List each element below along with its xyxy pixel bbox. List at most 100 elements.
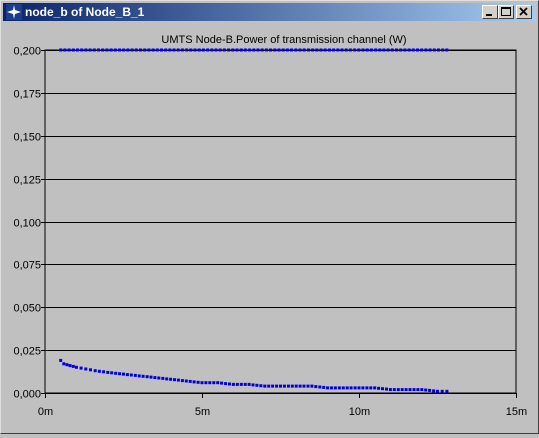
data-point — [282, 384, 286, 388]
data-point — [348, 48, 352, 52]
data-point — [62, 362, 66, 366]
data-point — [235, 48, 239, 52]
plot-frame — [44, 49, 517, 394]
data-point — [353, 48, 357, 52]
minimize-button[interactable] — [482, 5, 498, 19]
data-point — [243, 48, 247, 52]
data-point — [168, 48, 172, 52]
data-point — [267, 384, 271, 388]
data-point — [260, 48, 264, 52]
data-point — [71, 48, 75, 52]
y-tick-label: 0,000 — [13, 389, 41, 401]
title-bar[interactable]: node_b of Node_B_1 — [3, 3, 536, 21]
data-point — [184, 379, 188, 383]
data-point — [231, 48, 235, 52]
data-point — [378, 48, 382, 52]
data-point — [332, 48, 336, 52]
data-point — [263, 384, 267, 388]
y-tick-label: 0,125 — [13, 175, 41, 187]
data-point — [189, 48, 193, 52]
data-point — [400, 388, 404, 392]
data-point — [361, 48, 365, 52]
data-point — [382, 48, 386, 52]
data-point — [102, 370, 106, 374]
data-point — [180, 48, 184, 52]
data-point — [193, 48, 197, 52]
data-point — [357, 48, 361, 52]
app-star-icon[interactable] — [6, 4, 22, 20]
data-point — [160, 48, 163, 52]
data-point — [416, 48, 419, 52]
data-point — [210, 48, 214, 52]
data-point — [176, 48, 180, 52]
x-tick-label: 15m — [506, 406, 527, 418]
data-point — [428, 388, 432, 392]
y-tick-labels: 0,000 0,025 0,050 0,075 0,100 0,125 0,150 0,175… — [13, 46, 41, 401]
data-point — [428, 48, 432, 52]
data-point — [441, 48, 445, 52]
data-point — [269, 48, 273, 52]
data-point — [275, 384, 279, 388]
data-point — [306, 48, 310, 52]
data-point — [137, 374, 141, 378]
data-point — [298, 384, 302, 388]
data-point — [361, 386, 365, 390]
data-point — [149, 375, 153, 379]
data-point — [235, 382, 239, 386]
data-point — [63, 48, 67, 52]
data-point — [259, 384, 263, 388]
data-point — [281, 48, 285, 52]
data-point — [323, 48, 327, 52]
data-point — [326, 386, 330, 390]
data-point — [248, 48, 252, 52]
data-point — [155, 48, 159, 52]
data-point — [71, 364, 75, 368]
data-point — [222, 48, 226, 52]
data-point — [286, 384, 290, 388]
data-point — [341, 386, 345, 390]
data-point — [97, 48, 100, 52]
data-point — [80, 48, 84, 52]
data-point — [216, 381, 220, 385]
data-point — [201, 48, 205, 52]
maximize-button[interactable] — [498, 5, 514, 19]
data-point — [445, 389, 449, 393]
data-point — [252, 48, 256, 52]
data-point — [407, 48, 411, 52]
x-tick-label: 0m — [38, 406, 53, 418]
data-point — [228, 382, 231, 386]
data-point — [353, 386, 357, 390]
x-tick-label: 10m — [349, 406, 370, 418]
series-2 — [59, 358, 449, 393]
data-point — [390, 48, 394, 52]
data-point — [294, 48, 298, 52]
data-point — [105, 48, 109, 52]
data-point — [298, 48, 302, 52]
data-point — [365, 386, 369, 390]
data-point — [349, 386, 353, 390]
grid-lines — [41, 49, 517, 398]
data-point — [106, 370, 110, 374]
x-tick-label: 5m — [195, 406, 210, 418]
data-point — [365, 48, 369, 52]
data-point — [206, 48, 210, 52]
data-point — [197, 48, 201, 52]
data-point — [185, 48, 189, 52]
data-point — [279, 384, 282, 388]
data-point — [315, 48, 319, 52]
data-point — [277, 48, 281, 52]
data-point — [68, 364, 72, 368]
data-point — [310, 384, 314, 388]
data-point — [322, 385, 326, 389]
data-point — [133, 373, 137, 377]
data-point — [153, 376, 157, 380]
data-point — [388, 388, 392, 392]
data-point — [411, 48, 415, 52]
data-point — [273, 48, 277, 52]
close-button[interactable] — [516, 5, 532, 19]
y-tick-label: 0,050 — [13, 303, 41, 315]
data-point — [164, 48, 168, 52]
data-point — [224, 382, 228, 386]
data-point — [399, 48, 403, 52]
